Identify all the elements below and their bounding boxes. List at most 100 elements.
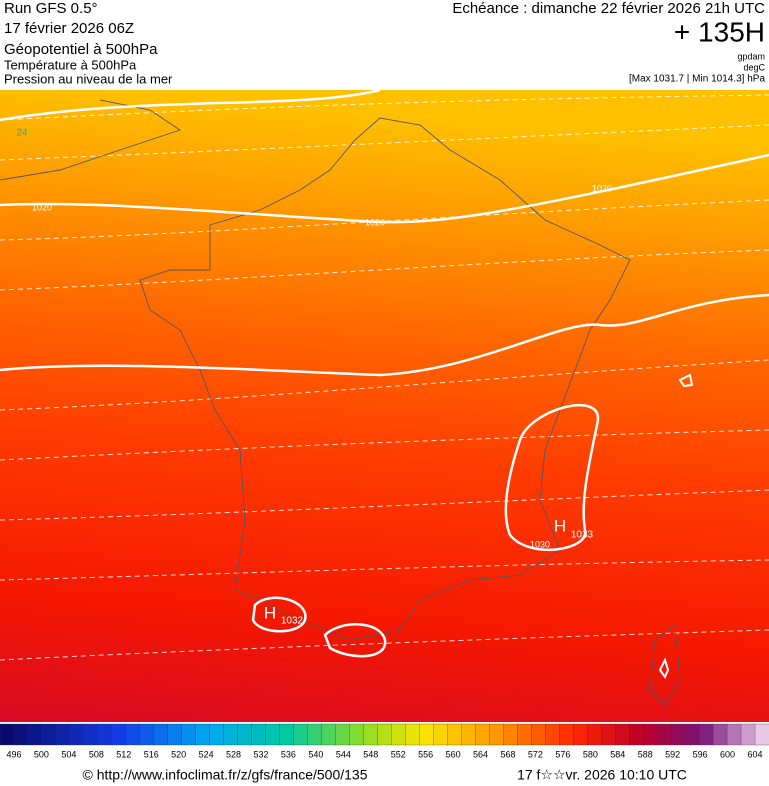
colorbar-tick-label: 520 xyxy=(171,749,186,759)
colorbar-cell xyxy=(517,723,532,746)
colorbar-cell xyxy=(587,723,602,746)
colorbar-cell xyxy=(363,723,379,746)
colorbar-cell xyxy=(13,723,29,746)
colorbar-tick-label: 580 xyxy=(583,749,598,759)
colorbar-tick-label: 600 xyxy=(720,749,735,759)
colorbar-cell xyxy=(27,723,43,746)
footer-timestamp: 17 f☆☆vr. 2026 10:10 UTC xyxy=(517,767,687,783)
colorbar-cell xyxy=(559,723,574,746)
unit: degC xyxy=(743,62,765,72)
colorbar-cell xyxy=(461,723,477,746)
layer: Géopotentiel à 500hPa xyxy=(4,41,158,58)
colorbar-cell xyxy=(489,723,504,746)
colorbar-cell xyxy=(391,723,407,746)
colorbar-tick-label: 556 xyxy=(418,749,433,759)
map-label: 1033 xyxy=(571,530,594,541)
colorbar-cell xyxy=(754,723,769,746)
colorbar-cell xyxy=(726,723,742,746)
colorbar-cell xyxy=(629,723,644,746)
colorbar-cell xyxy=(69,723,85,746)
colorbar-cell xyxy=(433,723,449,746)
colorbar-tick-label: 532 xyxy=(253,749,268,759)
range: [Max 1031.7 | Min 1014.3] hPa xyxy=(629,74,765,85)
colorbar-cell xyxy=(447,723,463,746)
colorbar-cell xyxy=(601,723,616,746)
layer: Pression au niveau de la mer xyxy=(4,71,173,86)
colorbar-tick-label: 536 xyxy=(281,749,296,759)
colorbar-cell xyxy=(545,723,560,746)
colorbar-cell xyxy=(195,723,211,746)
colorbar-cell xyxy=(0,723,15,746)
colorbar-cell xyxy=(279,723,295,746)
colorbar-tick-label: 496 xyxy=(6,749,21,759)
colorbar-cell xyxy=(712,723,728,746)
colorbar-cell xyxy=(643,723,658,746)
colorbar-cell xyxy=(167,723,183,746)
colorbar-cell xyxy=(251,723,267,746)
colorbar-tick-label: 548 xyxy=(363,749,378,759)
colorbar-tick-label: 572 xyxy=(528,749,543,759)
colorbar-cell xyxy=(265,723,281,746)
layer: Température à 500hPa xyxy=(4,57,137,72)
map-label: 1032 xyxy=(281,616,304,627)
colorbar-cell xyxy=(97,723,113,746)
map-label: 1020 xyxy=(365,217,385,227)
colorbar-tick-label: 524 xyxy=(199,749,214,759)
map-label: H xyxy=(554,516,566,535)
colorbar-cell xyxy=(405,723,421,746)
run: Run GFS 0.5° xyxy=(4,0,98,17)
map-label: H xyxy=(264,603,276,622)
colorbar-cell xyxy=(55,723,71,746)
colorbar-cell xyxy=(139,723,155,746)
colorbar-tick-label: 588 xyxy=(638,749,653,759)
colorbar-tick-label: 568 xyxy=(500,749,515,759)
colorbar-cell xyxy=(740,723,756,746)
map-label: 24 xyxy=(16,128,28,139)
colorbar-cell xyxy=(335,723,351,746)
footer-url: © http://www.infoclimat.fr/z/gfs/france/… xyxy=(83,767,368,783)
colorbar: 496 500 504 508 512 516 520 524 528 532 536 540 544 5… xyxy=(0,723,769,759)
colorbar-tick-label: 508 xyxy=(89,749,104,759)
colorbar-cell xyxy=(83,723,99,746)
colorbar-tick-label: 528 xyxy=(226,749,241,759)
colorbar-cell xyxy=(670,723,686,746)
colorbar-tick-label: 504 xyxy=(61,749,76,759)
colorbar-tick-label: 604 xyxy=(747,749,762,759)
colorbar-tick-label: 544 xyxy=(336,749,351,759)
map: 24 1020 1020 1020 H 1032 H 1033 1030 xyxy=(0,88,769,722)
colorbar-cell xyxy=(419,723,435,746)
colorbar-cell xyxy=(237,723,253,746)
colorbar-cell xyxy=(321,723,337,746)
isotherms xyxy=(0,94,769,661)
colorbar-cell xyxy=(503,723,518,746)
colorbar-tick-label: 560 xyxy=(446,749,461,759)
colorbar-tick-label: 552 xyxy=(391,749,406,759)
map-label: 1020 xyxy=(32,202,52,212)
colorbar-tick-label: 500 xyxy=(34,749,49,759)
colorbar-cell xyxy=(349,723,365,746)
colorbar-cell xyxy=(531,723,546,746)
colorbar-cell xyxy=(41,723,57,746)
colorbar-cell xyxy=(656,723,672,746)
colorbar-cell xyxy=(573,723,588,746)
unit: gpdam xyxy=(737,51,765,61)
colorbar-tick-label: 564 xyxy=(473,749,488,759)
colorbar-cell xyxy=(615,723,630,746)
forecast: Echéance : dimanche 22 février 2026 21h … xyxy=(452,0,765,17)
lead-time: + 135H xyxy=(674,16,765,47)
colorbar-cell xyxy=(377,723,393,746)
colorbar-cell xyxy=(153,723,169,746)
map-label: 1020 xyxy=(592,183,612,193)
colorbar-tick-label: 596 xyxy=(693,749,708,759)
colorbar-tick-label: 576 xyxy=(555,749,570,759)
colorbar-cell xyxy=(293,723,309,746)
colorbar-cell xyxy=(223,723,239,746)
isobars xyxy=(0,88,769,680)
colorbar-tick-label: 512 xyxy=(116,749,131,759)
header: Run GFS 0.5° 17 février 2026 06Z Géopote… xyxy=(4,0,766,86)
colorbar-cell xyxy=(307,723,323,746)
run-date: 17 février 2026 06Z xyxy=(4,20,134,37)
colorbar-cell xyxy=(125,723,141,746)
colorbar-tick-label: 592 xyxy=(665,749,680,759)
